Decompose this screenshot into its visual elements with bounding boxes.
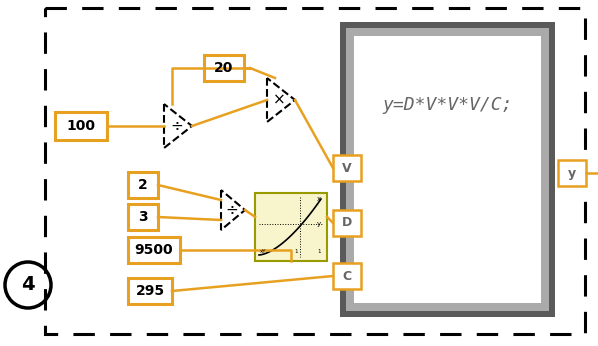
Text: C: C [343,270,352,282]
Bar [128,204,158,230]
Bar [558,160,586,186]
Text: 9500: 9500 [135,243,173,257]
Text: 1: 1 [317,249,321,254]
Bar [128,172,158,198]
Text: y: y [317,221,321,227]
Text: 295: 295 [135,284,164,298]
Text: V: V [342,162,352,174]
Text: 1: 1 [295,249,298,254]
Text: y=D*V*V*V/C;: y=D*V*V*V/C; [382,95,512,113]
Bar [204,55,244,81]
Bar [354,36,541,303]
Text: 4: 4 [21,275,35,294]
Text: 100: 100 [66,119,96,133]
Bar [255,193,327,261]
Bar [333,155,361,181]
Text: ×: × [273,92,286,108]
Bar [346,28,549,311]
Text: 20: 20 [214,61,234,75]
Text: ÷: ÷ [225,202,238,218]
Text: D: D [342,217,352,229]
Text: 2: 2 [138,178,148,192]
Text: xY: xY [260,249,267,254]
Text: ÷: ÷ [170,118,183,134]
Bar [340,22,555,317]
Bar [128,237,180,263]
Text: 3: 3 [138,210,148,224]
Bar [128,278,172,304]
Bar [55,112,107,140]
Text: x: x [317,196,321,202]
Bar [333,210,361,236]
Bar [333,263,361,289]
Text: y: y [568,166,576,180]
